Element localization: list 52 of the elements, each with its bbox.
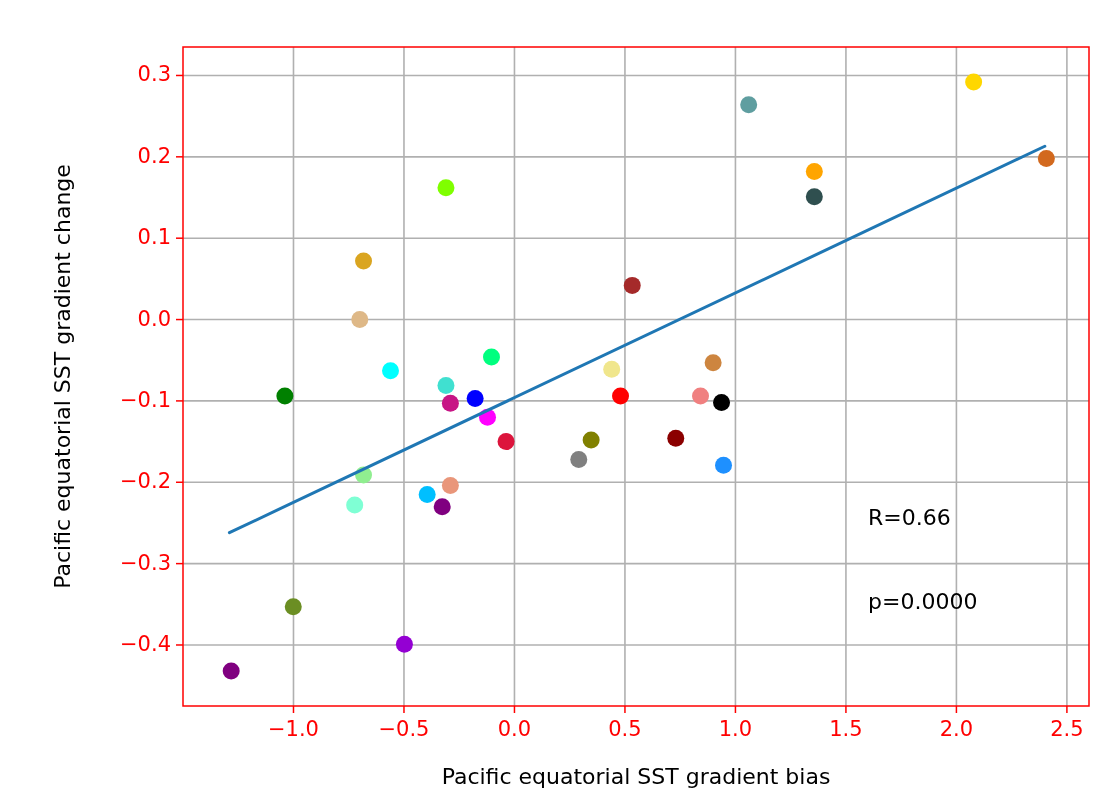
point — [482, 348, 500, 366]
point — [1037, 149, 1055, 167]
point — [437, 376, 455, 394]
x-tick-label: −0.5 — [378, 717, 430, 741]
y-tick-label: 0.2 — [137, 143, 171, 168]
point — [395, 635, 413, 653]
point — [222, 662, 240, 680]
point — [612, 387, 630, 405]
point — [433, 498, 451, 516]
point — [623, 276, 641, 294]
point — [441, 394, 459, 412]
x-tick-label: 1.5 — [829, 717, 863, 741]
annotation: p=0.0000 — [868, 588, 978, 614]
point — [351, 311, 369, 329]
x-tick-label: 2.0 — [939, 717, 974, 741]
y-tick-label: −0.4 — [120, 631, 171, 656]
y-tick-label: −0.3 — [120, 550, 171, 575]
point — [965, 73, 983, 91]
x-tick-label: 1.0 — [718, 717, 753, 741]
point — [276, 387, 294, 405]
annotation: R=0.66 — [868, 504, 951, 530]
point — [713, 394, 731, 412]
point — [382, 362, 399, 380]
point — [715, 456, 733, 474]
x-tick-label: 0.0 — [497, 717, 532, 741]
y-tick-label: 0.1 — [137, 225, 171, 250]
y-tick-label: 0.3 — [137, 62, 171, 87]
y-tick-label: −0.2 — [120, 469, 171, 494]
y-tick-label: −0.1 — [120, 387, 171, 412]
point — [418, 485, 436, 503]
point — [603, 360, 621, 378]
point — [582, 431, 600, 449]
point — [355, 252, 373, 270]
x-axis-title: Pacific equatorial SST gradient bias — [441, 764, 831, 789]
y-axis-title: Pacific equatorial SST gradient change — [50, 164, 75, 589]
point — [667, 429, 685, 447]
x-tick-label: 0.5 — [608, 717, 642, 741]
x-tick-label: 2.5 — [1050, 717, 1084, 741]
point — [570, 450, 588, 468]
point — [805, 162, 823, 180]
x-tick-label: −1.0 — [267, 717, 319, 741]
point — [704, 354, 722, 372]
y-tick-label: 0.0 — [137, 306, 171, 331]
point — [284, 598, 302, 616]
point — [692, 387, 710, 405]
point — [805, 188, 823, 206]
point — [346, 496, 364, 514]
point — [437, 179, 455, 197]
point — [497, 433, 515, 451]
point — [740, 96, 758, 114]
point — [466, 389, 484, 407]
point — [441, 477, 459, 495]
